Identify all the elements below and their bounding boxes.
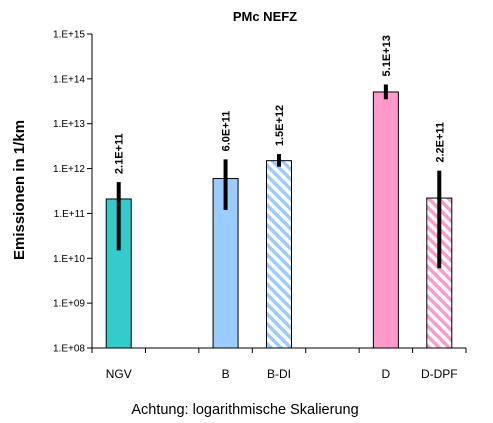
data-label: 6.0E+11	[221, 111, 233, 152]
y-tick-label: 1.E+09	[53, 299, 85, 310]
bar	[266, 160, 292, 349]
y-axis-label: Emissionen in 1/km	[11, 120, 28, 260]
data-label: 5.1E+13	[381, 35, 393, 76]
x-tick-label: B	[222, 367, 230, 381]
x-tick-label: NGV	[106, 367, 132, 381]
y-tick-label: 1.E+13	[53, 119, 85, 130]
data-label: 2.1E+11	[114, 133, 126, 174]
y-tick-label: 1.E+08	[53, 344, 85, 355]
x-tick-label: D-DPF	[421, 367, 458, 381]
plot-area: 1.E+08 1.E+09 1.E+10 1.E+11 1.E+12 1.E+13 1.E+…	[53, 30, 467, 381]
x-tick-label: D	[382, 367, 391, 381]
y-tick-label: 1.E+11	[54, 209, 86, 220]
x-tick-label: B-DI	[267, 367, 291, 381]
y-tick-label: 1.E+14	[53, 74, 85, 85]
y-tick-label: 1.E+10	[53, 254, 85, 265]
data-label: 1.5E+12	[274, 105, 286, 146]
bar	[372, 91, 399, 349]
y-tick-label: 1.E+12	[53, 164, 85, 175]
scale-note: Achtung: logarithmische Skalierung	[131, 402, 358, 418]
chart-title: PMc NEFZ	[233, 9, 297, 24]
data-label: 2.2E+11	[434, 122, 446, 163]
y-tick-label: 1.E+15	[53, 30, 85, 41]
